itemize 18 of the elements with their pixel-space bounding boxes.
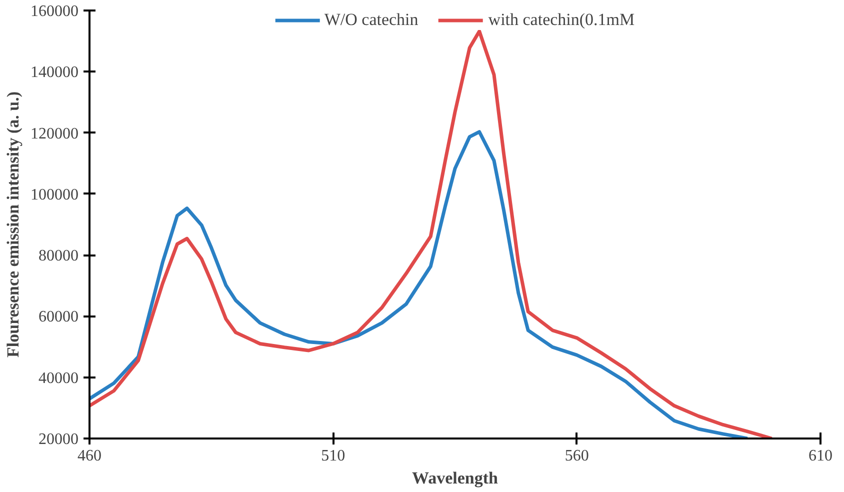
x-tick-label: 560 (564, 448, 589, 464)
y-tick-label: 60000 (38, 308, 78, 326)
x-tick-label: 460 (78, 448, 102, 464)
x-axis-title: Wavelength (412, 468, 499, 488)
y-tick-label: 140000 (30, 64, 78, 82)
y-tick-label: 100000 (30, 186, 78, 204)
y-tick-label: 20000 (38, 431, 78, 448)
y-tick-label: 80000 (38, 248, 78, 265)
line-series (90, 130, 750, 438)
y-tick-label: 40000 (38, 370, 78, 387)
line-series (90, 30, 774, 438)
x-tick-label: 610 (808, 448, 832, 464)
legend-label: with catechin(0.1mM (488, 10, 635, 30)
x-tick-label: 510 (321, 448, 346, 464)
y-tick-label: 160000 (30, 3, 78, 20)
legend-label: W/O catechin (324, 10, 418, 30)
y-tick-label: 120000 (30, 125, 78, 142)
y-axis-title: Flouresence emission intensity (a. u.) (4, 91, 22, 358)
